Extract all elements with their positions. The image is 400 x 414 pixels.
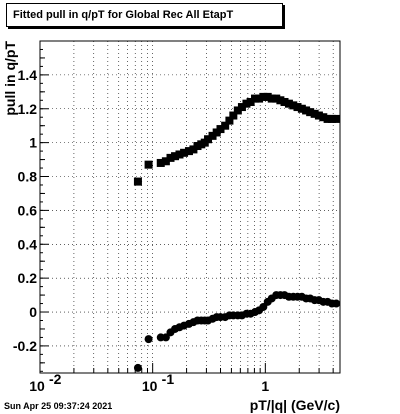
y-tick-label: 1.4 (18, 67, 38, 83)
data-point-square (189, 145, 198, 154)
data-point-square (246, 97, 255, 106)
data-point-square (327, 114, 336, 123)
chart-title-box: Fitted pull in q/pT for Global Rec All E… (6, 3, 283, 27)
plot-frame (39, 40, 341, 374)
data-point-square (332, 114, 341, 123)
x-tick-label: 1 (261, 378, 269, 394)
data-series (133, 92, 341, 372)
y-tick-label: 0.6 (18, 202, 38, 218)
data-point-square (284, 99, 293, 108)
data-point-square (276, 96, 285, 105)
data-point-circle (144, 335, 153, 344)
data-point-square (166, 153, 175, 162)
y-tick-label: 1 (29, 135, 37, 151)
data-point-square (297, 104, 306, 113)
data-point-square (251, 94, 260, 103)
data-point-square (289, 101, 298, 110)
axis-ticks (39, 48, 334, 373)
data-point-square (314, 111, 323, 120)
y-tick-label: 0 (29, 304, 37, 320)
data-point-square (302, 106, 311, 115)
data-point-square (233, 106, 242, 115)
chart-title: Fitted pull in q/pT for Global Rec All E… (13, 9, 234, 21)
data-point-square (216, 125, 225, 134)
data-point-square (156, 158, 165, 167)
data-point-square (259, 92, 268, 101)
data-point-circle (161, 333, 170, 342)
data-point-square (184, 147, 193, 156)
data-point-square (225, 116, 234, 125)
data-point-square (180, 148, 189, 157)
data-point-square (242, 99, 251, 108)
data-point-square (171, 152, 180, 161)
data-point-square (267, 94, 276, 103)
y-tick-label: -0.2 (13, 338, 37, 354)
y-tick-label: 0.4 (18, 236, 38, 252)
y-tick-label: 1.2 (18, 101, 38, 117)
axis-tick-labels: -0.200.20.40.60.811.21.410 -2 10 -1 1 (13, 67, 270, 394)
data-point-square (229, 111, 238, 120)
data-point-square (306, 108, 315, 117)
y-tick-label: 0.2 (18, 270, 38, 286)
x-axis-label: pT/|q| (GeV/c) (250, 397, 340, 413)
data-point-square (161, 157, 170, 166)
data-point-square (272, 94, 281, 103)
y-axis-label: pull in q/pT (2, 41, 18, 116)
x-tick-label-exponent: -1 (162, 371, 175, 387)
data-point-square (237, 103, 246, 112)
data-point-square (175, 150, 184, 159)
data-point-square (133, 177, 142, 186)
x-tick-label: 10 (142, 378, 158, 394)
data-point-square (204, 135, 213, 144)
data-point-square (255, 94, 264, 103)
data-point-square (319, 113, 328, 122)
x-tick-label: 10 (29, 378, 45, 394)
y-tick-label: 0.8 (18, 169, 38, 185)
data-point-circle (332, 299, 341, 308)
data-point-square (310, 109, 319, 118)
data-point-square (293, 103, 302, 112)
x-tick-label-exponent: -2 (49, 371, 62, 387)
data-point-square (280, 97, 289, 106)
data-point-square (263, 92, 272, 101)
data-point-square (208, 131, 217, 140)
data-point-circle (133, 363, 142, 372)
data-point-square (323, 114, 332, 123)
data-point-square (144, 160, 153, 169)
data-point-square (221, 121, 230, 130)
timestamp: Sun Apr 25 09:37:24 2021 (4, 401, 113, 411)
